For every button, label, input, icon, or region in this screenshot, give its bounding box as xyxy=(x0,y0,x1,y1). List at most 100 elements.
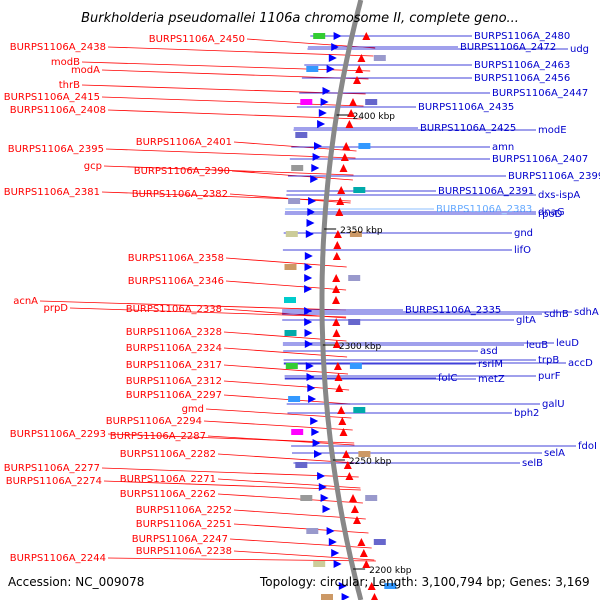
feature-block xyxy=(348,275,361,281)
genome-backbone xyxy=(319,0,364,600)
reverse-gene-arrow xyxy=(349,98,357,106)
left-label-connector xyxy=(217,453,357,464)
forward-gene-arrow xyxy=(304,274,313,282)
right-gene-label: asd xyxy=(480,346,498,357)
forward-gene-arrow xyxy=(304,340,313,348)
reverse-gene-arrow xyxy=(333,241,342,249)
feature-block xyxy=(295,462,308,468)
feature-block xyxy=(288,396,301,402)
forward-gene-arrow xyxy=(308,197,317,205)
forward-gene-arrow xyxy=(318,109,327,117)
right-gene-label: metZ xyxy=(478,374,505,385)
forward-gene-arrow xyxy=(304,285,313,293)
forward-gene-arrow xyxy=(307,208,316,216)
feature-block xyxy=(291,429,304,435)
left-label-connector xyxy=(103,165,354,176)
reverse-gene-arrow xyxy=(334,373,343,381)
forward-gene-arrow xyxy=(333,560,342,568)
reverse-gene-arrow xyxy=(347,109,356,117)
reverse-gene-arrow xyxy=(362,560,371,568)
forward-gene-arrow xyxy=(305,230,314,238)
left-label-connector xyxy=(223,364,349,375)
left-label-connector xyxy=(223,347,348,358)
feature-block xyxy=(300,99,313,105)
left-gene-label: BURPS1106A_2251 xyxy=(136,519,232,530)
feature-block xyxy=(284,264,297,270)
scale-label: 2200 kbp xyxy=(369,566,412,576)
right-gene-label: trpB xyxy=(538,355,559,366)
forward-gene-arrow xyxy=(333,32,342,40)
left-label-connector xyxy=(246,38,376,49)
left-gene-label: BURPS1106A_2287 xyxy=(110,431,206,442)
feature-block xyxy=(306,66,319,72)
accession-text: Accession: NC_009078 xyxy=(8,575,145,589)
reverse-gene-arrow xyxy=(332,252,341,260)
left-gene-label: modB xyxy=(51,57,80,68)
right-gene-label: BURPS1106A_2435 xyxy=(418,102,514,113)
reverse-gene-arrow xyxy=(367,582,376,590)
right-gene-label: leuD xyxy=(556,338,579,349)
left-label-connector xyxy=(107,557,376,562)
right-gene-label: BURPS1106A_2407 xyxy=(492,154,588,165)
left-label-connector xyxy=(69,307,347,318)
right-gene-label: rpoD xyxy=(538,209,563,220)
left-gene-label: BURPS1106A_2312 xyxy=(126,376,222,387)
feature-block xyxy=(284,297,296,303)
feature-block xyxy=(365,495,378,501)
right-gene-label: fdoI xyxy=(578,441,597,452)
left-label-connector xyxy=(39,300,347,311)
right-gene-label: sdhA xyxy=(574,307,599,318)
left-gene-label: BURPS1106A_2262 xyxy=(120,489,216,500)
feature-block xyxy=(373,539,386,545)
left-gene-label: thrB xyxy=(59,80,80,91)
reverse-gene-arrow xyxy=(355,65,364,73)
forward-gene-arrow xyxy=(307,384,316,392)
right-gene-label: BURPS1106A_2335 xyxy=(405,305,501,316)
left-gene-label: BURPS1106A_2277 xyxy=(4,463,100,474)
forward-gene-arrow xyxy=(317,120,326,128)
reverse-gene-arrow xyxy=(339,428,348,436)
reverse-gene-arrow xyxy=(353,76,361,84)
reverse-gene-arrow xyxy=(332,296,340,304)
forward-gene-arrow xyxy=(326,65,335,73)
forward-gene-arrow xyxy=(304,307,313,315)
right-gene-label: udg xyxy=(570,44,589,55)
left-label-connector xyxy=(233,141,357,152)
feature-block xyxy=(295,132,308,138)
right-gene-label: BURPS1106A_2456 xyxy=(474,73,570,84)
feature-block xyxy=(384,583,397,589)
scale-label: 2400 kbp xyxy=(353,112,396,122)
left-gene-label: BURPS1106A_2252 xyxy=(136,505,232,516)
left-label-connector xyxy=(233,509,366,520)
feature-block xyxy=(300,495,313,501)
forward-gene-arrow xyxy=(311,428,320,436)
right-gene-label: bph2 xyxy=(514,408,539,419)
feature-block xyxy=(313,33,326,39)
forward-gene-arrow xyxy=(328,54,337,62)
reverse-gene-arrow xyxy=(362,32,371,40)
left-gene-label: BURPS1106A_2238 xyxy=(136,546,232,557)
left-gene-label: BURPS1106A_2297 xyxy=(126,390,222,401)
left-gene-label: BURPS1106A_2415 xyxy=(4,92,100,103)
right-gene-label: dnaG xyxy=(538,207,565,218)
forward-gene-arrow xyxy=(306,219,315,227)
feature-block xyxy=(348,319,361,325)
right-gene-label: dxs-ispA xyxy=(538,190,580,201)
feature-block xyxy=(358,143,371,149)
right-gene-label: BURPS1106A_2399 xyxy=(508,171,600,182)
forward-gene-arrow xyxy=(326,527,335,535)
reverse-gene-arrow xyxy=(332,285,341,293)
left-label-connector xyxy=(101,69,369,80)
right-gene-label: gltA xyxy=(516,315,536,326)
reverse-gene-arrow xyxy=(359,549,368,557)
right-gene-label: gnd xyxy=(514,228,533,239)
right-gene-label: folC xyxy=(438,373,457,384)
right-gene-label: BURPS1106A_2463 xyxy=(474,60,570,71)
forward-gene-arrow xyxy=(304,252,313,260)
topology-text: Topology: circular; Length: 3,100,794 bp… xyxy=(260,575,590,589)
reverse-gene-arrow xyxy=(333,362,342,370)
left-gene-label: BURPS1106A_2401 xyxy=(136,137,232,148)
feature-block xyxy=(358,451,371,457)
left-gene-label: gcp xyxy=(84,161,102,172)
scale-label: 2350 kbp xyxy=(340,226,383,236)
